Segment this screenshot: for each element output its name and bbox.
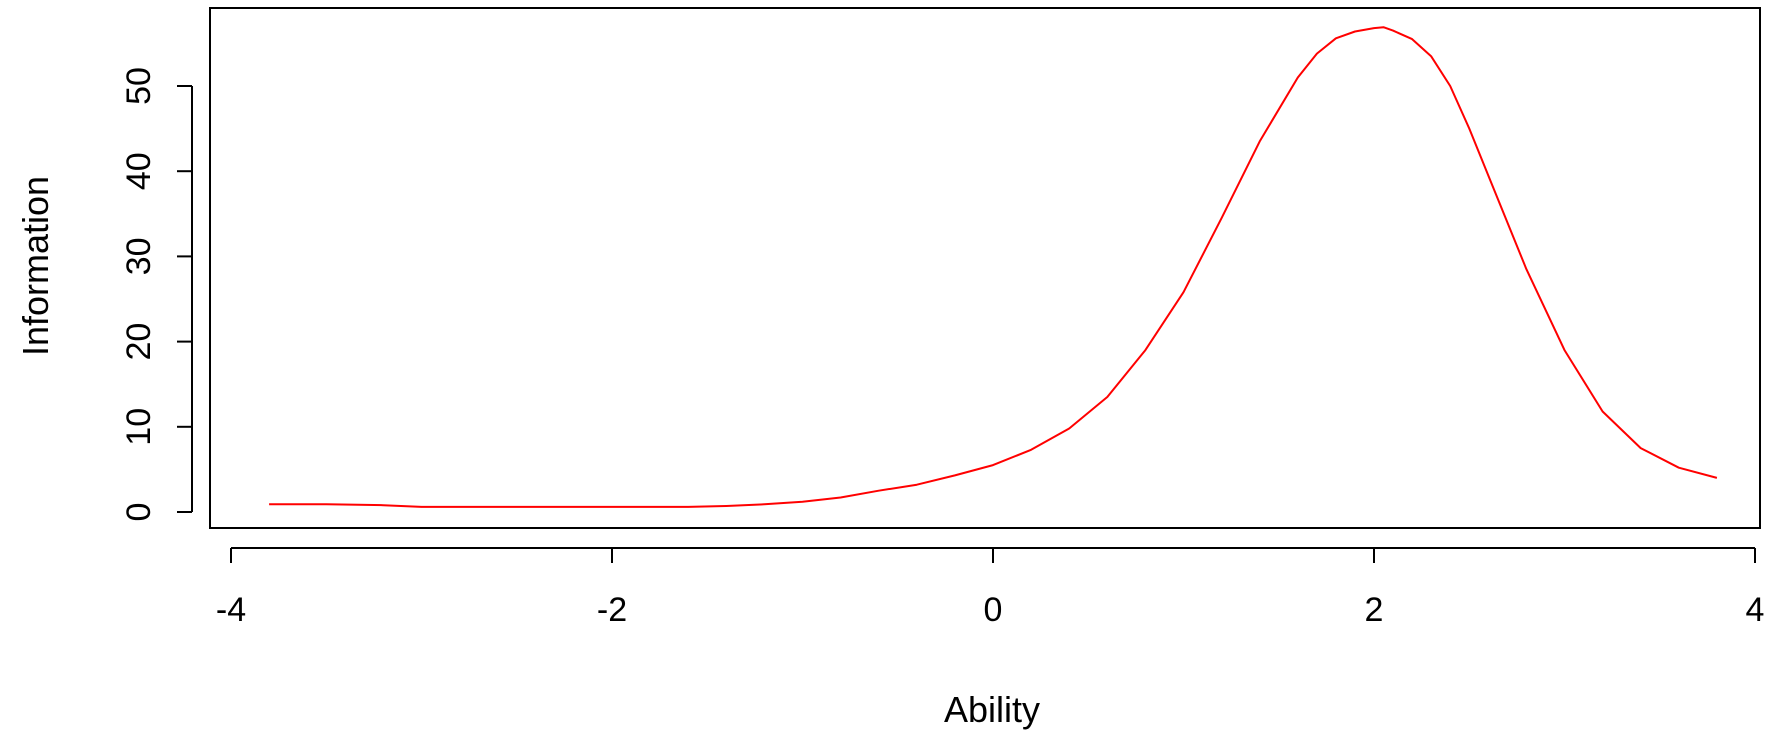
information-curve-line — [269, 26, 1718, 508]
y-tick-label: 30 — [120, 237, 158, 275]
y-tick-label: 20 — [120, 323, 158, 361]
x-tick-label: 2 — [1365, 591, 1384, 629]
x-axis-title: Ability — [944, 689, 1040, 730]
y-axis-title: Information — [15, 176, 56, 356]
x-tick-label: 0 — [984, 591, 1003, 629]
y-axis: 0 10 20 30 40 50 — [120, 67, 193, 522]
plot-frame — [209, 7, 1761, 529]
series-layer — [269, 26, 1718, 508]
y-tick-label: 10 — [120, 408, 158, 446]
x-tick-label: 4 — [1746, 591, 1765, 629]
x-tick-label: -4 — [216, 591, 246, 629]
y-tick-label: 0 — [120, 503, 158, 522]
y-tick-label: 50 — [120, 67, 158, 105]
x-axis: -4 -2 0 2 4 — [216, 547, 1765, 629]
x-tick-label: -2 — [597, 591, 627, 629]
y-tick-label: 40 — [120, 152, 158, 190]
